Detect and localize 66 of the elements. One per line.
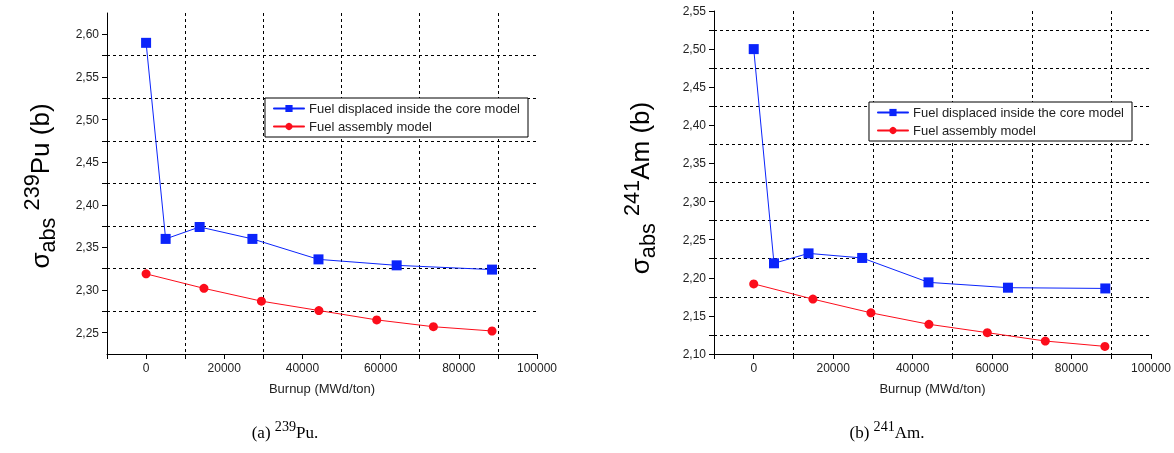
x-tick-label: 80000 <box>1054 361 1089 375</box>
x-tick-label: 100000 <box>1130 361 1172 375</box>
point <box>982 328 992 338</box>
y-tick-label: 2,35 <box>75 240 100 255</box>
x-tick-label: 0 <box>750 361 758 375</box>
y-tick-label: 2,30 <box>682 194 707 209</box>
x-axis-title: Burnup (MWd/ton) <box>879 381 986 396</box>
point <box>372 315 382 325</box>
point <box>923 277 934 288</box>
legend-label: Fuel assembly model <box>308 119 432 134</box>
y-tick-label: 2,45 <box>75 155 100 170</box>
x-tick-label: 80000 <box>442 361 476 375</box>
x-tick-label: 60000 <box>975 361 1010 375</box>
x-tick-label: 0 <box>142 361 150 375</box>
point <box>924 319 934 329</box>
y-tick-label: 2,55 <box>75 69 100 84</box>
y-tick-label: 2,45 <box>682 80 707 95</box>
point <box>256 296 266 306</box>
point <box>160 233 171 244</box>
point <box>808 294 818 304</box>
y-tick-label: 2,25 <box>75 325 100 340</box>
point <box>1040 336 1050 346</box>
y-tick-label: 2,10 <box>682 347 707 361</box>
y-tick-label: 2,60 <box>75 27 100 42</box>
y-tick-label: 2,35 <box>682 156 707 171</box>
y-tick-label: 2,50 <box>75 112 100 127</box>
x-tick-label: 60000 <box>363 361 398 375</box>
point <box>194 221 205 232</box>
y-tick-label: 2,50 <box>682 42 707 57</box>
point <box>487 326 497 336</box>
y-tick-label: 2,15 <box>682 308 707 323</box>
point <box>1002 282 1013 293</box>
x-tick-label: 40000 <box>895 361 930 375</box>
x-tick-label: 20000 <box>207 361 242 375</box>
text: (b) $^{241}$Am. <box>848 418 926 443</box>
x-tick-label: 100000 <box>516 361 558 375</box>
x-tick-label: 40000 <box>285 361 320 375</box>
x-axis-title: Burnup (MWd/ton) <box>268 381 376 396</box>
point <box>314 306 324 316</box>
point <box>768 258 779 269</box>
y-tick-label: 2,25 <box>682 232 707 247</box>
point <box>1100 341 1110 351</box>
y-tick-label: 2,40 <box>682 118 707 133</box>
point <box>1100 283 1111 294</box>
point <box>749 279 759 289</box>
legend-label: Fuel assembly model <box>912 123 1036 138</box>
legend-label: Fuel displaced inside the core model <box>912 105 1125 120</box>
y-tick-label: 2,30 <box>75 283 100 298</box>
point <box>247 233 258 244</box>
y-tick-label: 2,55 <box>682 4 707 18</box>
point <box>141 37 152 48</box>
y-tick-label: 2,20 <box>682 270 707 285</box>
point <box>803 248 814 259</box>
point <box>313 254 324 265</box>
y-tick-label: 2,40 <box>75 197 100 212</box>
point <box>199 283 209 293</box>
point <box>428 322 438 332</box>
point <box>748 44 759 55</box>
text: (a) $^{239}$Pu. <box>250 418 320 443</box>
x-tick-label: 20000 <box>816 361 851 375</box>
point <box>857 252 868 263</box>
point <box>866 308 876 318</box>
point <box>391 260 402 271</box>
legend-label: Fuel displaced inside the core model <box>308 101 521 116</box>
point <box>487 264 498 275</box>
point <box>141 269 151 279</box>
